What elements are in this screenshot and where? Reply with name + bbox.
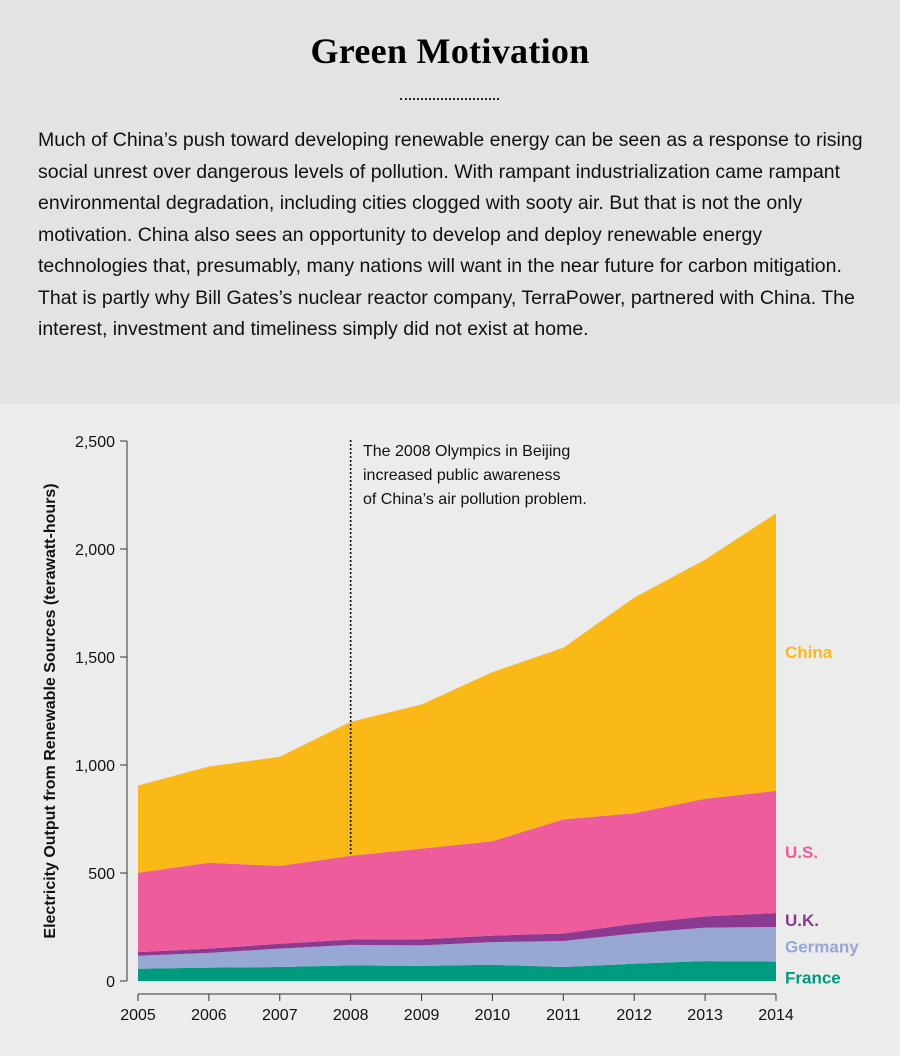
area-germany xyxy=(138,927,776,969)
annotation-text-line: The 2008 Olympics in Beijing xyxy=(363,443,570,460)
y-tick-label-2500: 2,500 xyxy=(75,434,115,451)
area-china xyxy=(138,513,776,873)
series-label-france: France xyxy=(785,968,841,987)
stacked-area-chart: France Germany U.K. U.S. China 0 500 1,000 1,500… xyxy=(42,434,859,1024)
header-panel: Green Motivation Much of China’s push to… xyxy=(0,0,900,404)
x-tick-label-2008: 2008 xyxy=(333,1007,369,1024)
x-tick-label-2007: 2007 xyxy=(262,1007,298,1024)
annotation-text-line: increased public awareness xyxy=(363,467,560,484)
x-tick-label-2014: 2014 xyxy=(758,1007,794,1024)
series-label-u-s: U.S. xyxy=(785,843,818,862)
area-u-k xyxy=(138,913,776,956)
annotation-text-line: of China’s air pollution problem. xyxy=(363,491,587,508)
y-axis-title: Electricity Output from Renewable Source… xyxy=(42,483,59,938)
y-tick-label-500: 500 xyxy=(88,866,115,883)
intro-text: Much of China’s push toward developing r… xyxy=(38,129,863,340)
series-label-u-k: U.K. xyxy=(785,911,819,930)
x-tick-label-2012: 2012 xyxy=(616,1007,652,1024)
y-tick-label-0: 0 xyxy=(106,974,115,991)
x-tick-label-2010: 2010 xyxy=(475,1007,511,1024)
y-tick-label-1000: 1,000 xyxy=(75,758,115,775)
x-tick-label-2005: 2005 xyxy=(120,1007,156,1024)
chart-panel: France Germany U.K. U.S. China 0 500 1,000 1,500… xyxy=(0,404,900,1056)
x-tick-label-2011: 2011 xyxy=(546,1007,581,1024)
series-label-china: China xyxy=(785,643,833,662)
x-tick-label-2009: 2009 xyxy=(404,1007,440,1024)
y-tick-label-2000: 2,000 xyxy=(75,542,115,559)
y-tick-label-1500: 1,500 xyxy=(75,650,115,667)
x-tick-label-2006: 2006 xyxy=(191,1007,227,1024)
x-tick-label-2013: 2013 xyxy=(687,1007,723,1024)
page-title: Green Motivation xyxy=(310,31,590,71)
series-label-germany: Germany xyxy=(785,937,859,956)
area-u-s xyxy=(138,790,776,953)
title-divider xyxy=(400,98,499,100)
area-france xyxy=(138,961,776,981)
